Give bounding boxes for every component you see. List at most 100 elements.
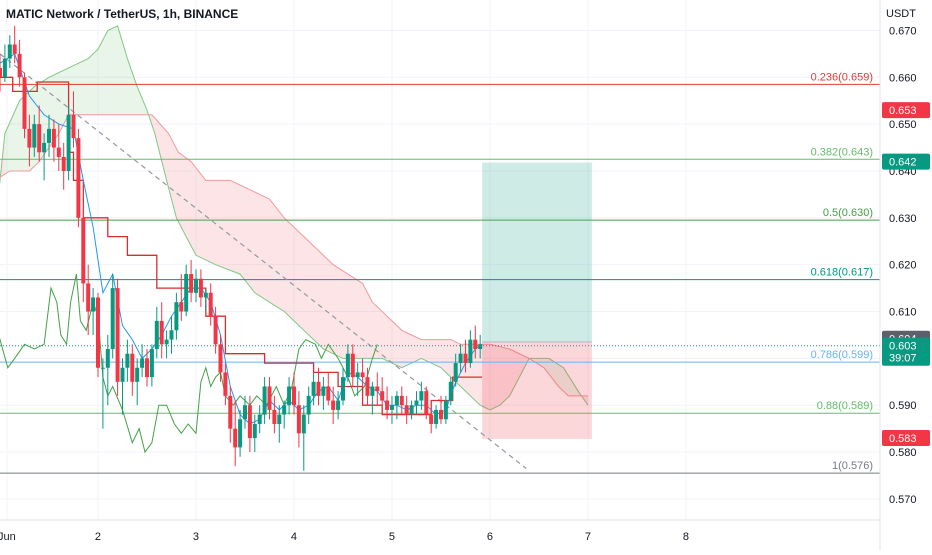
price-badge — [882, 102, 930, 119]
cloud-segment — [563, 367, 569, 396]
candle-body — [350, 353, 355, 378]
cloud-segment — [29, 86, 35, 171]
candle-body — [316, 381, 321, 396]
cloud-segment — [362, 283, 373, 359]
cloud-segment — [178, 152, 187, 237]
candle-body — [27, 128, 32, 148]
candle-body — [218, 344, 223, 373]
candle-body — [360, 372, 365, 378]
candle-body — [12, 44, 17, 54]
candle-body — [71, 114, 76, 139]
y-tick-label: 0.660 — [889, 72, 917, 84]
cloud-segment — [117, 25, 128, 115]
candle-body — [287, 386, 292, 406]
candle-body — [2, 58, 7, 78]
candle-body — [184, 274, 189, 312]
cloud-segment — [489, 344, 500, 410]
candle-body — [257, 414, 262, 424]
cloud-segment — [558, 364, 564, 392]
cloud-segment — [470, 344, 481, 406]
candle-body — [203, 292, 208, 298]
candle-body — [66, 114, 71, 171]
candle-body — [169, 330, 174, 340]
candle-body — [419, 391, 424, 401]
candle-body — [336, 400, 341, 410]
candle-body — [154, 320, 159, 350]
x-tick-label: Jun — [0, 531, 16, 543]
candle-body — [81, 217, 86, 284]
cloud-segment — [254, 192, 270, 303]
candle-body — [120, 367, 125, 382]
candle-body — [448, 381, 453, 401]
y-tick-label: 0.630 — [889, 213, 917, 225]
candle-body — [91, 297, 96, 312]
candle-body — [478, 344, 483, 350]
leading-span-b-line — [0, 114, 588, 397]
candle-body — [37, 124, 42, 153]
price-badge — [882, 430, 930, 447]
candle-body — [228, 395, 233, 429]
candle-body — [399, 395, 404, 406]
candle-body — [311, 381, 316, 396]
candle-body — [404, 405, 409, 415]
position-profit-zone[interactable] — [482, 162, 592, 342]
candle-body — [267, 386, 272, 410]
chart-title: MATIC Network / TetherUS, 1h, BINANCE — [6, 7, 238, 21]
fib-level-label: 1(0.576) — [832, 460, 873, 472]
cloud-segment — [333, 264, 343, 359]
candle-body — [394, 395, 399, 406]
candle-body — [189, 274, 194, 293]
candle-body — [130, 353, 135, 382]
cloud-segment — [303, 236, 314, 340]
candle-body — [414, 400, 419, 406]
candle-body — [105, 349, 110, 368]
cloud-segment — [107, 25, 118, 115]
candle-body — [385, 400, 390, 410]
long-position-tool[interactable] — [482, 162, 592, 439]
leading-span-a-line — [0, 25, 589, 411]
cloud-segment — [352, 277, 363, 359]
cloud-segment — [78, 58, 89, 115]
candle-body — [233, 428, 238, 448]
candle-body — [262, 386, 267, 415]
candle-body — [438, 409, 443, 420]
cloud-segment — [269, 199, 285, 312]
cloud-segment — [4, 122, 10, 175]
y-axis-currency-label: USDT — [886, 8, 916, 20]
candle-body — [159, 320, 164, 345]
cloud-segment — [293, 227, 299, 326]
x-tick-label: 2 — [95, 531, 101, 543]
y-tick-label: 0.570 — [889, 494, 917, 506]
candle-body — [242, 405, 247, 420]
candle-body — [345, 353, 350, 378]
cloud-segment — [568, 375, 579, 396]
cloud-segment — [154, 118, 167, 181]
x-tick-label: 5 — [389, 531, 395, 543]
candle-body — [389, 405, 394, 410]
cloud-segment — [176, 148, 179, 222]
price-badge-text: 0.653 — [889, 105, 917, 117]
cloud-segment — [347, 274, 353, 359]
price-badge-text: 0.583 — [889, 433, 917, 445]
candle-body — [331, 400, 336, 410]
cloud-segment — [372, 302, 383, 359]
candle-body — [46, 128, 51, 143]
cloud-segment — [519, 353, 530, 378]
dashed-trendline[interactable] — [0, 53, 527, 469]
candle-body — [468, 339, 473, 364]
price-badge-text: 0.603 — [889, 341, 917, 353]
cloud-segment — [342, 270, 348, 359]
candle-body — [247, 405, 252, 439]
candle-body — [282, 405, 287, 415]
candle-body — [429, 414, 434, 424]
position-loss-zone[interactable] — [482, 341, 592, 439]
candle-body — [22, 77, 27, 129]
cloud-segment — [391, 320, 402, 368]
cloud-segment — [382, 311, 392, 364]
fib-level-label: 0.236(0.659) — [811, 71, 873, 83]
y-tick-label: 0.590 — [889, 400, 917, 412]
candle-body — [140, 358, 145, 368]
candle-body — [463, 353, 468, 364]
